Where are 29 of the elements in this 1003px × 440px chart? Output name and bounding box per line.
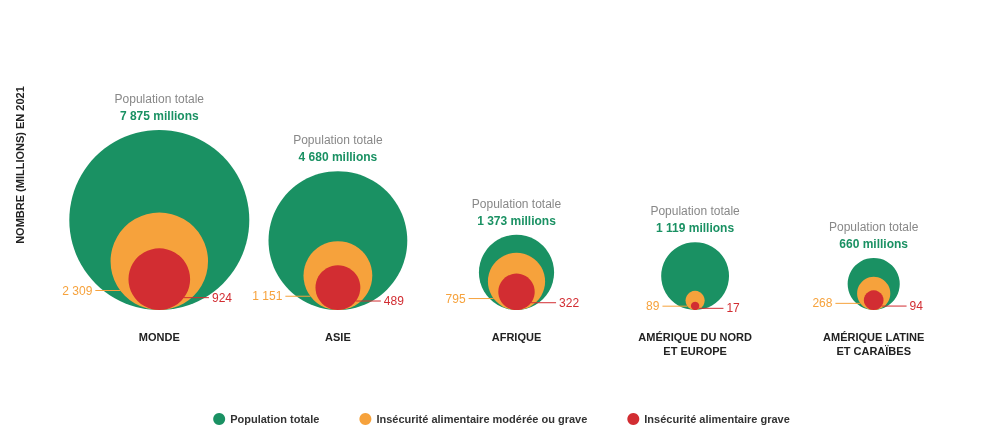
data-label: 1 373 millions — [477, 213, 557, 228]
category-label: ASIE — [325, 331, 351, 343]
data-label: 2 309 — [62, 283, 93, 298]
data-label: 89 — [646, 299, 660, 314]
data-label: 268 — [812, 296, 833, 311]
text: Population totale — [293, 133, 383, 148]
category-label: AMÉRIQUE DU NORD ET EUROPE — [638, 331, 752, 357]
legend-label: Insécurité alimentaire modérée ou grave — [376, 413, 588, 425]
data-label: 795 — [445, 291, 466, 306]
data-label: 1 119 millions — [656, 221, 735, 236]
text: Population totale — [114, 92, 204, 106]
data-label: 94 — [909, 299, 924, 314]
data-label: 17 — [726, 301, 741, 316]
data-label: 924 — [211, 290, 233, 305]
data-label: 7 875 millions — [119, 109, 199, 123]
legend-label: Population totale — [230, 413, 320, 425]
category-label: MONDE — [138, 331, 180, 343]
data-label: 660 millions — [839, 236, 909, 251]
data-label: 489 — [383, 294, 405, 309]
data-label: 1 151 — [252, 289, 283, 304]
text: Population totale — [650, 204, 740, 219]
text: Population totale — [471, 196, 562, 211]
legend-label: Insécurité alimentaire grave — [644, 413, 790, 425]
text: NOMBRE (MILLIONS) EN 2021 — [13, 86, 26, 244]
category-label: AFRIQUE — [491, 331, 542, 343]
text: Population totale — [829, 219, 919, 234]
category-label: AMÉRIQUE LATINE ET CARAÏBES — [823, 331, 925, 357]
data-label: 322 — [559, 295, 580, 310]
data-label: 4 680 millions — [298, 150, 378, 165]
